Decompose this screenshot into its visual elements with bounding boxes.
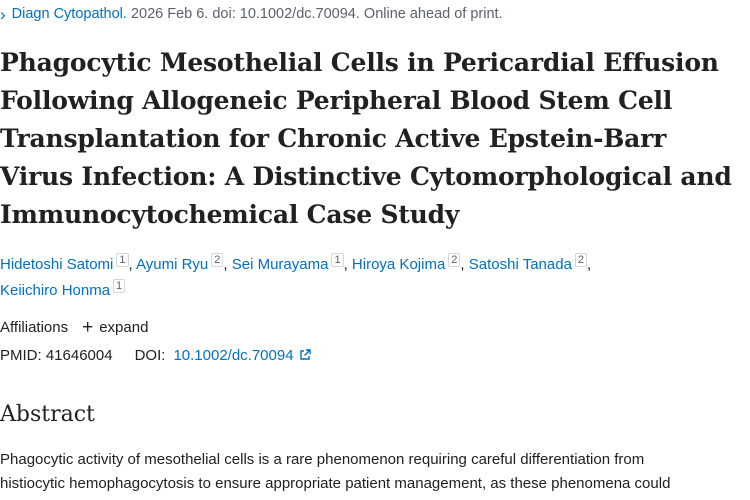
citation-details: 2026 Feb 6. doi: 10.1002/dc.70094. Onlin… [130, 6, 503, 22]
doi-label: DOI: [134, 346, 166, 364]
abstract-line: Phagocytic activity of mesothelial cells… [0, 451, 645, 468]
identifiers-row: PMID: 41646004 DOI: 10.1002/dc.70094 [0, 344, 311, 366]
journal-link[interactable]: Diagn Cytopathol. [11, 6, 127, 22]
author-link[interactable]: Keiichiro Honma [0, 282, 111, 299]
article-title: Phagocytic Mesothelial Cells in Pericard… [0, 44, 748, 234]
expand-affiliations-button[interactable]: + expand [82, 318, 148, 337]
chevron-right-icon[interactable]: › [0, 4, 6, 24]
author-link[interactable]: Sei Murayama [231, 256, 329, 273]
title-line: Virus Infection: A Distinctive Cytomorph… [0, 162, 732, 191]
title-line: Transplantation for Chronic Active Epste… [0, 124, 667, 153]
author-link[interactable]: Satoshi Tanada [468, 256, 572, 273]
affiliation-ref[interactable]: 1 [331, 253, 344, 267]
abstract-line: histiocytic hemophagocytosis to ensure a… [0, 475, 671, 492]
author-link[interactable]: Ayumi Ryu [136, 256, 209, 273]
plus-icon: + [82, 316, 94, 338]
affiliations-row: Affiliations + expand [0, 316, 148, 338]
affiliation-ref[interactable]: 1 [113, 279, 126, 293]
abstract-heading: Abstract [0, 402, 95, 427]
expand-label: expand [99, 318, 149, 336]
pmid-value: 41646004 [45, 346, 113, 364]
affiliation-ref[interactable]: 2 [574, 253, 588, 267]
title-line: Immunocytochemical Case Study [0, 200, 460, 229]
author-link[interactable]: Hidetoshi Satomi [0, 256, 114, 273]
affiliation-ref[interactable]: 2 [211, 253, 224, 267]
affiliation-ref[interactable]: 2 [448, 253, 461, 267]
title-line: Phagocytic Mesothelial Cells in Pericard… [0, 48, 719, 77]
doi-link[interactable]: 10.1002/dc.70094 [173, 346, 311, 364]
abstract-text: Phagocytic activity of mesothelial cells… [0, 448, 748, 496]
doi-value: 10.1002/dc.70094 [173, 346, 294, 364]
pmid-label: PMID: [0, 346, 42, 364]
author-list: Hidetoshi Satomi 1, Ayumi Ryu 2, Sei Muray… [0, 253, 592, 299]
affiliation-ref[interactable]: 1 [116, 253, 129, 267]
affiliations-label: Affiliations [0, 318, 69, 336]
author-link[interactable]: Hiroya Kojima [351, 256, 446, 273]
title-line: Following Allogeneic Peripheral Blood St… [0, 86, 673, 115]
external-link-icon [299, 349, 311, 361]
journal-citation: › Diagn Cytopathol. 2026 Feb 6. doi: 10.… [0, 3, 740, 25]
